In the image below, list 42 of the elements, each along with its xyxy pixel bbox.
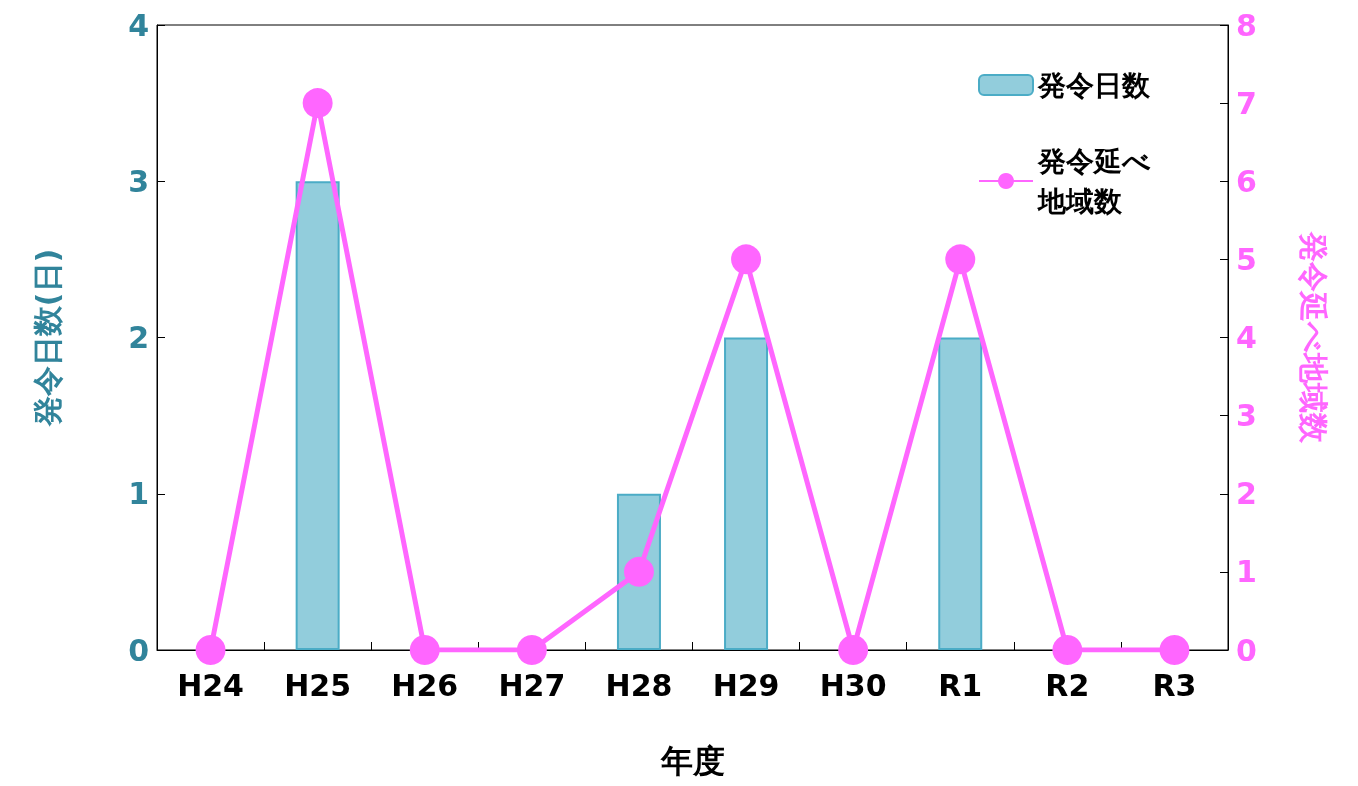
y2-tick-label: 4 <box>1236 320 1257 355</box>
y-tick-label: 1 <box>128 476 149 512</box>
point <box>302 88 333 119</box>
x-tick-label: H30 <box>819 667 887 703</box>
bar <box>295 181 340 650</box>
point <box>195 635 226 665</box>
y2-tick-label: 5 <box>1236 241 1257 277</box>
y-tick-label: 0 <box>128 632 149 668</box>
x-axis-title: 年度 <box>659 742 725 780</box>
y2-tick-label: 1 <box>1236 554 1257 590</box>
x-tick-label: H24 <box>177 667 244 703</box>
x-tick-label: R3 <box>1152 667 1197 703</box>
x-tick-label: H28 <box>605 667 673 703</box>
legend-label: 発令日数 <box>1037 68 1151 102</box>
y2-tick-label: 0 <box>1236 632 1257 668</box>
point <box>731 244 762 275</box>
x-tick-label: R1 <box>938 667 983 703</box>
y2-tick-label: 8 <box>1236 7 1257 43</box>
x-tick-label: H26 <box>391 667 459 703</box>
point <box>623 556 654 587</box>
x-tick-label: H27 <box>498 667 566 703</box>
y-axis-title: 発令日数(日) <box>29 248 65 428</box>
x-tick-label: H25 <box>284 667 352 703</box>
x-tick-label: H29 <box>712 667 780 703</box>
point <box>945 244 976 275</box>
y-tick-label: 2 <box>128 320 149 355</box>
point <box>409 635 440 665</box>
y2-tick-label: 3 <box>1236 398 1257 434</box>
point <box>1159 635 1190 665</box>
legend-label: 発令延べ地域数 <box>1036 144 1151 218</box>
y-tick-label: 4 <box>128 7 149 43</box>
point <box>838 635 869 665</box>
y2-tick-label: 7 <box>1236 85 1257 121</box>
bar <box>724 337 769 650</box>
x-tick-label: R2 <box>1045 667 1090 703</box>
y2-tick-label: 2 <box>1236 476 1257 512</box>
bar <box>938 337 983 650</box>
point <box>516 635 547 665</box>
y-tick-label: 3 <box>128 163 149 199</box>
point <box>1052 635 1083 665</box>
y2-tick-label: 6 <box>1236 163 1257 199</box>
y2-axis-title: 発令延べ地域数 <box>1295 231 1331 444</box>
